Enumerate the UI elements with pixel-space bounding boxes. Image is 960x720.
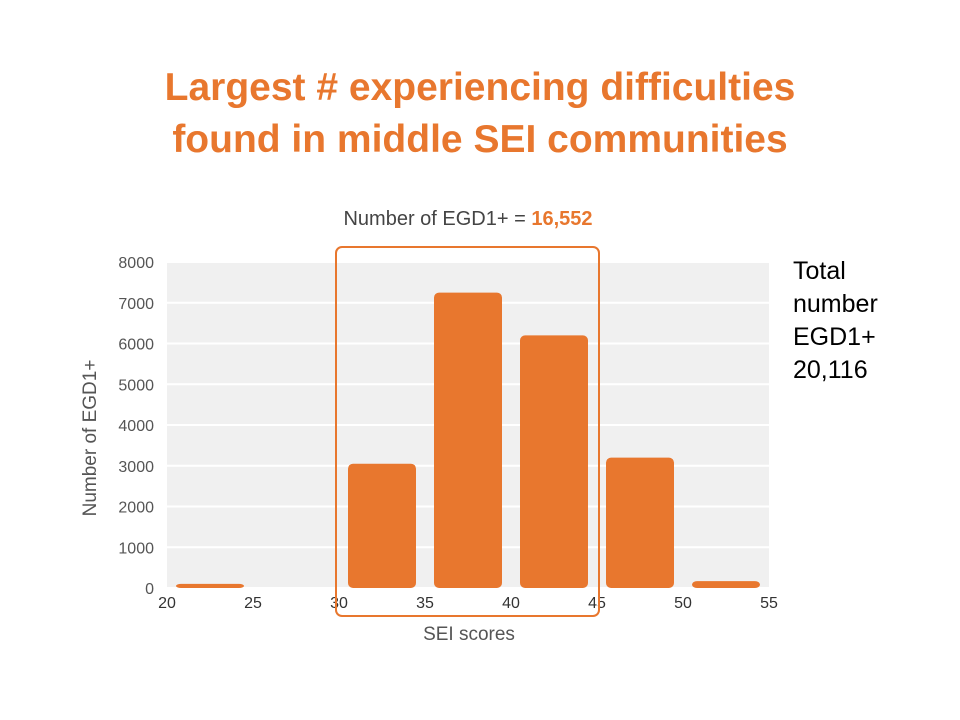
x-axis-label: SEI scores <box>423 624 515 645</box>
x-tick-label: 55 <box>760 595 778 612</box>
bar <box>348 463 416 588</box>
chart-subtitle: Number of EGD1+ = 16,552 <box>343 208 592 230</box>
highlight-box <box>335 246 600 617</box>
x-tick-label: 50 <box>674 595 692 612</box>
bar <box>692 581 760 588</box>
bar <box>606 457 674 588</box>
x-tick-label: 35 <box>416 595 434 612</box>
y-tick-label: 6000 <box>118 337 154 354</box>
slide-title-line-2: found in middle SEI communities <box>172 118 788 161</box>
y-tick-label: 5000 <box>118 377 154 394</box>
x-tick-label: 25 <box>244 595 262 612</box>
y-tick-label: 4000 <box>118 418 154 435</box>
x-tick-label: 20 <box>158 595 176 612</box>
bar <box>520 335 588 588</box>
total-note-line-4: 20,116 <box>793 356 868 384</box>
x-tick-label: 30 <box>330 595 348 612</box>
y-tick-label: 0 <box>145 581 154 598</box>
total-note-line-1: Total <box>793 257 846 285</box>
chart-subtitle-value: 16,552 <box>531 208 592 230</box>
total-note: Total number EGD1+ 20,116 <box>793 255 878 387</box>
y-tick-label: 1000 <box>118 540 154 557</box>
y-axis-label: Number of EGD1+ <box>80 360 101 517</box>
total-note-line-3: EGD1+ <box>793 323 876 351</box>
y-tick-label: 7000 <box>118 296 154 313</box>
y-tick-label: 8000 <box>118 255 154 272</box>
bar <box>176 583 244 588</box>
slide-title-line-1: Largest # experiencing difficulties <box>164 66 796 109</box>
x-tick-label: 45 <box>588 595 606 612</box>
total-note-line-2: number <box>793 290 878 318</box>
bar <box>434 292 502 588</box>
slide-title: Largest # experiencing difficulties foun… <box>0 62 960 166</box>
y-tick-label: 3000 <box>118 459 154 476</box>
y-tick-label: 2000 <box>118 500 154 517</box>
chart-subtitle-prefix: Number of EGD1+ = <box>343 208 531 230</box>
x-tick-label: 40 <box>502 595 520 612</box>
